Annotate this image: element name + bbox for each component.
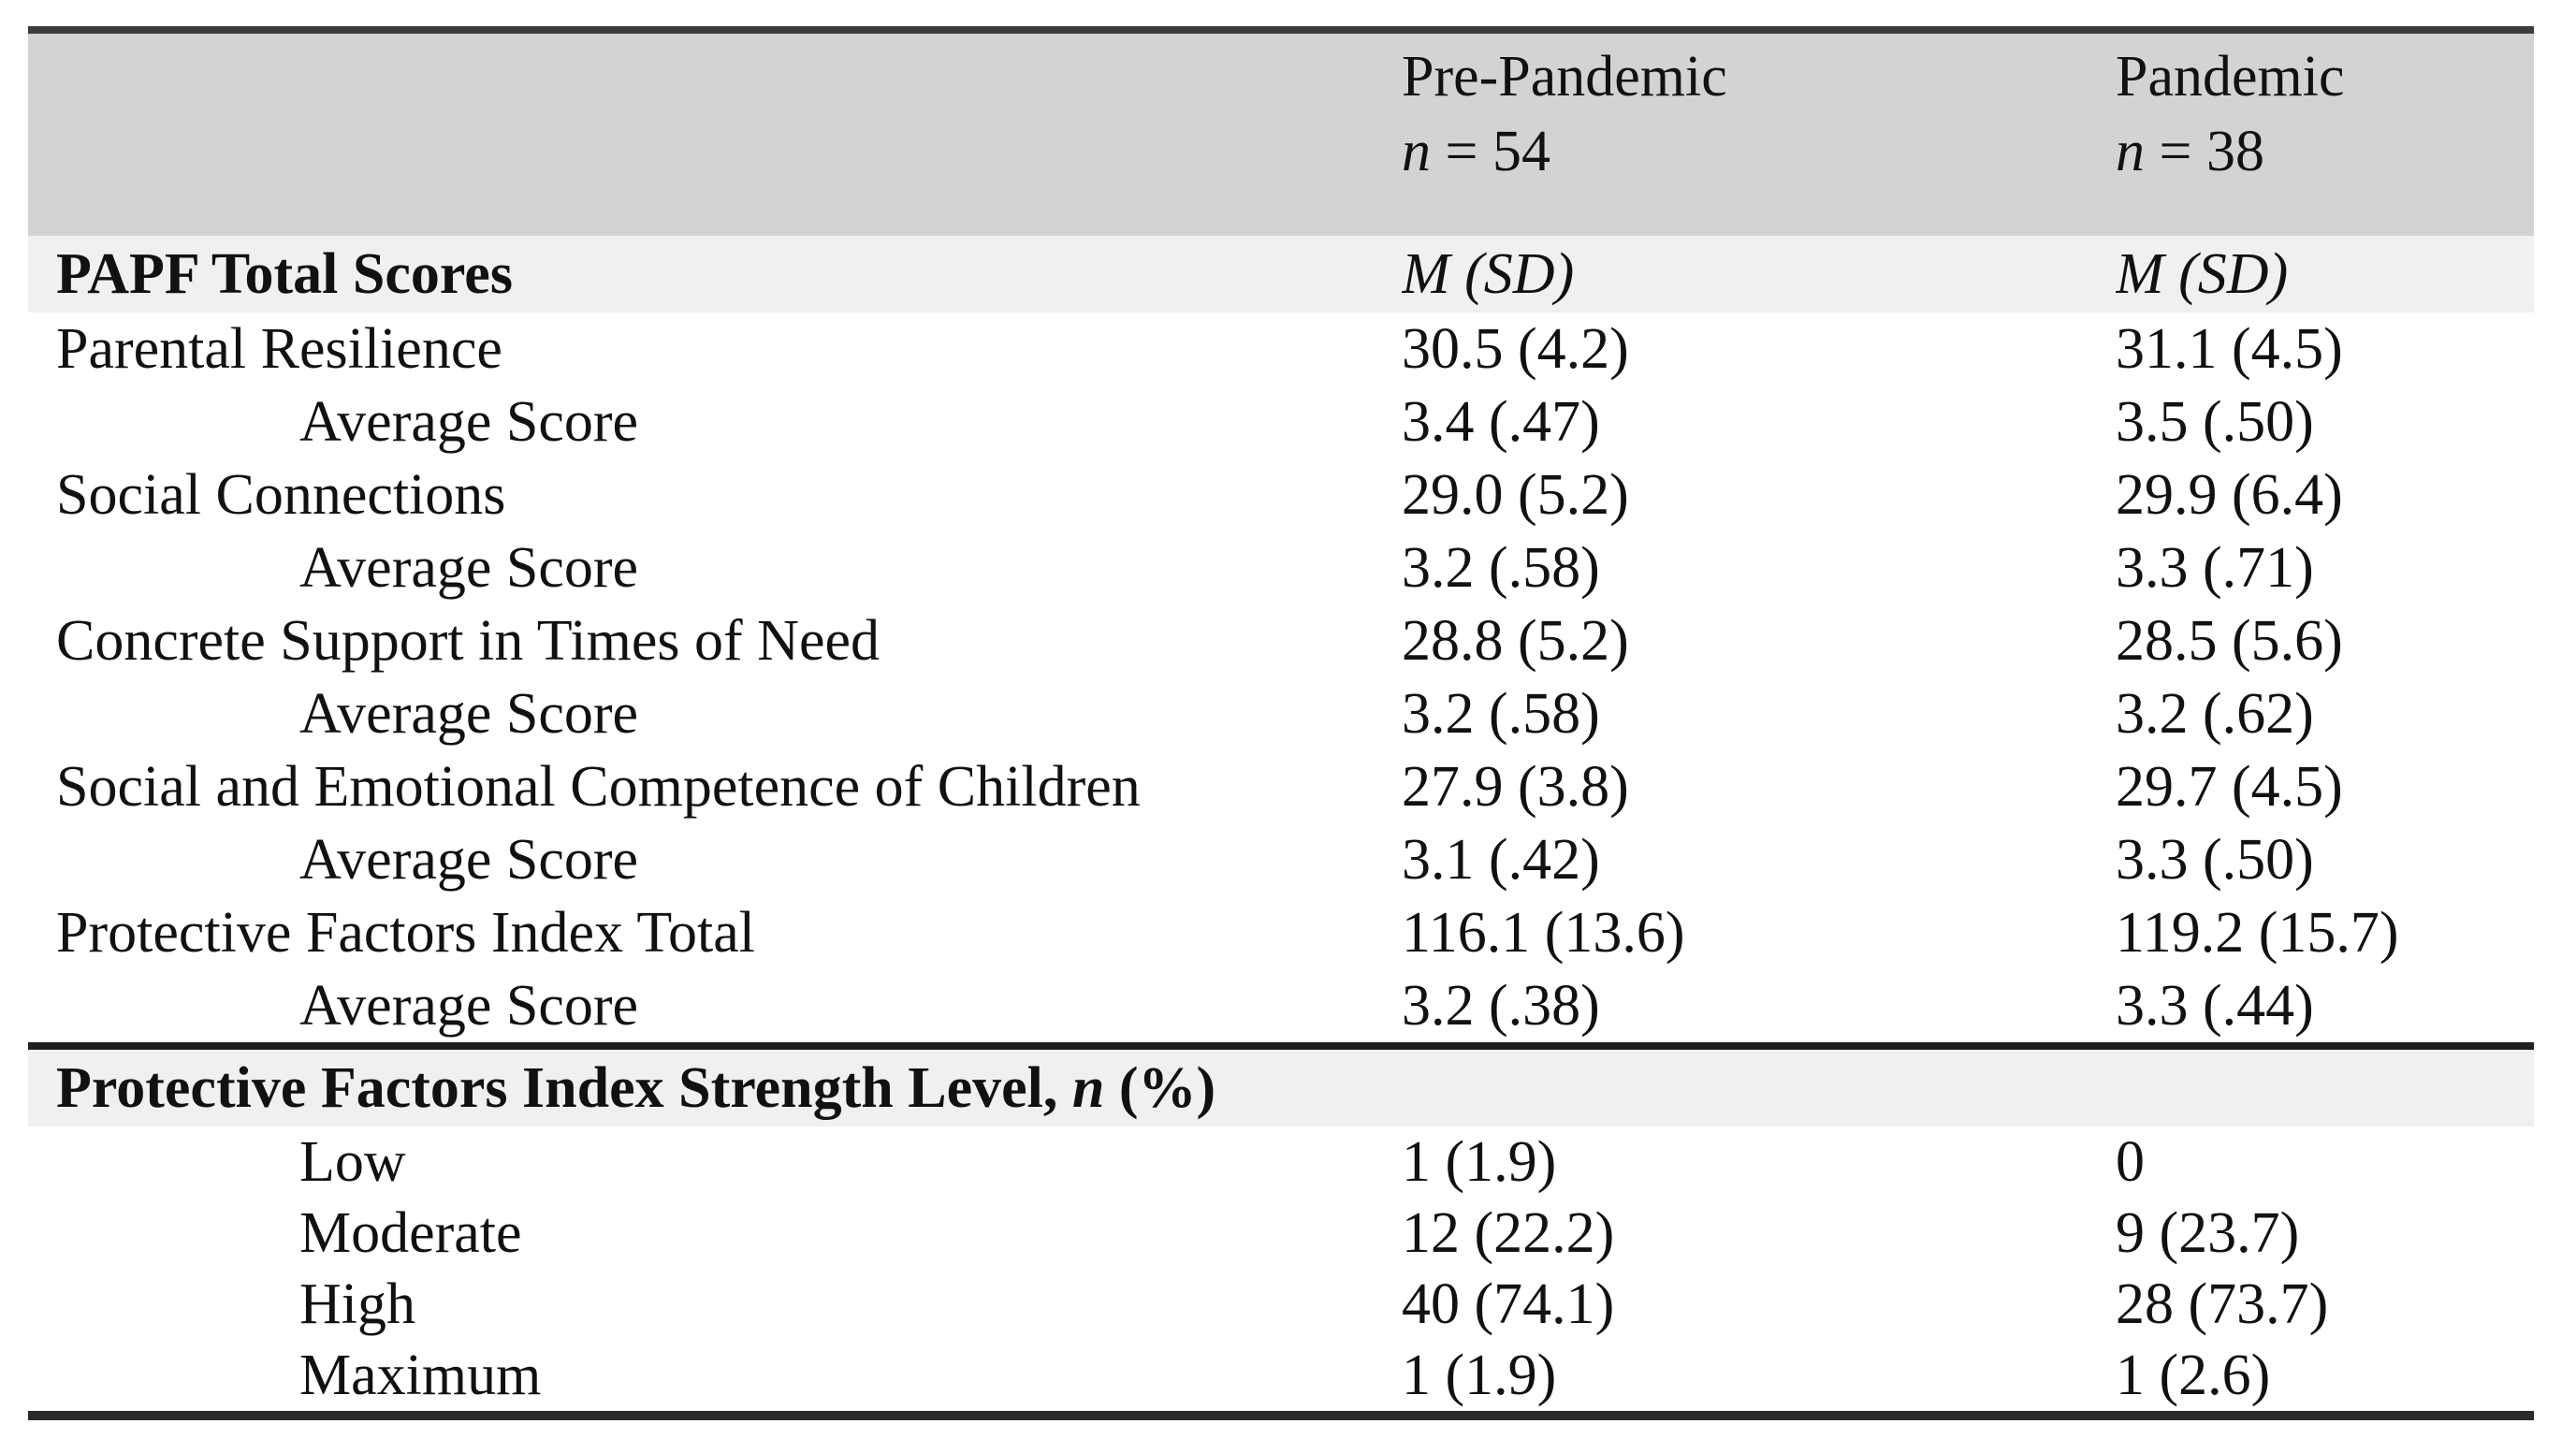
table-top-rule (28, 26, 2534, 34)
row-label: Average Score (299, 535, 639, 600)
pre-pandemic-n: n = 54 (1402, 114, 2116, 189)
pandemic-value: 3.3 (.50) (2116, 827, 2314, 892)
table-row: Average Score 3.2 (.58) 3.3 (.71) (28, 531, 2534, 604)
strength-label-n: n (1071, 1055, 1105, 1120)
pandemic-value: 3.3 (.71) (2116, 535, 2314, 600)
pandemic-value: 3.3 (.44) (2116, 973, 2314, 1038)
n-symbol: n (1402, 120, 1431, 183)
table-row: Social Connections 29.0 (5.2) 29.9 (6.4) (28, 458, 2534, 531)
pre-pandemic-value: 30.5 (4.2) (1402, 316, 1629, 381)
results-table: Pre-Pandemic n = 54 Pandemic n = 38 PAPF… (28, 26, 2534, 1420)
pandemic-n: n = 38 (2116, 114, 2534, 189)
table-bottom-rule (28, 1411, 2534, 1420)
n-symbol: n (2116, 120, 2145, 183)
row-label: High (299, 1271, 415, 1336)
row-label: Protective Factors Index Total (56, 900, 755, 965)
pre-pandemic-value: 3.4 (.47) (1402, 389, 1600, 454)
pre-pandemic-value: 3.2 (.38) (1402, 973, 1600, 1038)
row-label: Average Score (299, 827, 639, 892)
pandemic-value: 119.2 (15.7) (2116, 900, 2399, 965)
strength-level-label: Protective Factors Index Strength Level,… (28, 1055, 2534, 1122)
table-row: Moderate 12 (22.2) 9 (23.7) (28, 1198, 2534, 1269)
pandemic-value: 3.5 (.50) (2116, 389, 2314, 454)
table-row: Maximum 1 (1.9) 1 (2.6) (28, 1340, 2534, 1411)
row-label: Low (299, 1129, 406, 1194)
row-label: Maximum (299, 1343, 542, 1407)
pre-pandemic-value: 1 (1.9) (1402, 1343, 1557, 1407)
header-pre-pandemic-cell: Pre-Pandemic n = 54 (1402, 39, 2116, 189)
row-label: Moderate (299, 1200, 522, 1265)
pandemic-value: 28.5 (5.6) (2116, 608, 2343, 673)
section-header-strength-level: Protective Factors Index Strength Level,… (28, 1050, 2534, 1126)
row-label: Average Score (299, 973, 639, 1038)
pandemic-value: 29.7 (4.5) (2116, 754, 2343, 819)
pre-pandemic-value: 3.2 (.58) (1402, 681, 1600, 746)
section-header-papf-total-scores: PAPF Total Scores M (SD) M (SD) (28, 236, 2534, 312)
table-row: Average Score 3.4 (.47) 3.5 (.50) (28, 385, 2534, 458)
pre-pandemic-value: 27.9 (3.8) (1402, 754, 1629, 819)
pandemic-value: 1 (2.6) (2116, 1343, 2271, 1407)
pre-pandemic-value: 28.8 (5.2) (1402, 608, 1629, 673)
table-row: Parental Resilience 30.5 (4.2) 31.1 (4.5… (28, 312, 2534, 385)
strength-label-prefix: Protective Factors Index Strength Level, (56, 1055, 1072, 1120)
pre-pandemic-value: 12 (22.2) (1402, 1200, 1615, 1265)
pandemic-value: 28 (73.7) (2116, 1271, 2329, 1336)
table-row: Concrete Support in Times of Need 28.8 (… (28, 604, 2534, 677)
pandemic-title: Pandemic (2116, 45, 2345, 109)
column-header-row: Pre-Pandemic n = 54 Pandemic n = 38 (28, 34, 2534, 236)
table-row: Protective Factors Index Total 116.1 (13… (28, 896, 2534, 969)
table-row: Average Score 3.1 (.42) 3.3 (.50) (28, 823, 2534, 896)
papf-total-scores-label: PAPF Total Scores (56, 241, 513, 306)
pre-pandemic-value: 3.2 (.58) (1402, 535, 1600, 600)
pre-pandemic-value: 29.0 (5.2) (1402, 462, 1629, 527)
section-divider-rule (28, 1042, 2534, 1050)
m-sd-label-pre: M (SD) (1402, 241, 1575, 306)
pre-pandemic-value: 1 (1.9) (1402, 1129, 1557, 1194)
pre-pandemic-value: 3.1 (.42) (1402, 827, 1600, 892)
pandemic-value: 29.9 (6.4) (2116, 462, 2343, 527)
pre-pandemic-title: Pre-Pandemic (1402, 45, 1727, 109)
n-value: = 54 (1431, 120, 1550, 183)
n-value: = 38 (2145, 120, 2264, 183)
pandemic-value: 9 (23.7) (2116, 1200, 2300, 1265)
table-row: Average Score 3.2 (.38) 3.3 (.44) (28, 969, 2534, 1042)
pandemic-value: 31.1 (4.5) (2116, 316, 2343, 381)
m-sd-label-pan: M (SD) (2116, 241, 2289, 306)
row-label: Social Connections (56, 462, 506, 527)
pre-pandemic-value: 116.1 (13.6) (1402, 900, 1685, 965)
row-label: Concrete Support in Times of Need (56, 608, 880, 673)
pre-pandemic-value: 40 (74.1) (1402, 1271, 1615, 1336)
pandemic-value: 3.2 (.62) (2116, 681, 2314, 746)
table-row: High 40 (74.1) 28 (73.7) (28, 1269, 2534, 1340)
strength-label-suffix: (%) (1104, 1055, 1216, 1120)
row-label: Social and Emotional Competence of Child… (56, 754, 1141, 819)
table-row: Social and Emotional Competence of Child… (28, 750, 2534, 823)
row-label: Average Score (299, 389, 639, 454)
header-pandemic-cell: Pandemic n = 38 (2116, 39, 2534, 189)
row-label: Average Score (299, 681, 639, 746)
table-row: Low 1 (1.9) 0 (28, 1126, 2534, 1198)
row-label: Parental Resilience (56, 316, 502, 381)
table-row: Average Score 3.2 (.58) 3.2 (.62) (28, 677, 2534, 750)
pandemic-value: 0 (2116, 1129, 2145, 1194)
